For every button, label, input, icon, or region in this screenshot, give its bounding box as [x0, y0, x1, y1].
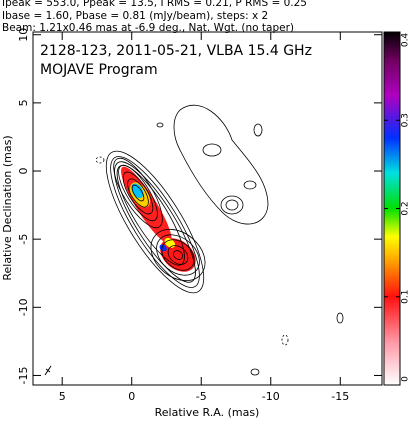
y-tick-label: -5 — [17, 234, 30, 245]
y-tick-label: 5 — [17, 99, 30, 106]
y-tick-label: 0 — [17, 168, 30, 175]
header-line: Beam: 1.21x0.46 mas at -6.9 deg., Nat. W… — [2, 22, 294, 34]
y-tick-label: -15 — [17, 366, 30, 384]
colorbar-tick-label: 0.4 — [401, 33, 409, 48]
plot-frame — [32, 31, 383, 386]
x-tick-label: -5 — [196, 390, 207, 403]
colorbar-tick-label: 0.3 — [401, 113, 409, 127]
x-tick-label: 0 — [128, 390, 135, 403]
header-line: Ipeak = 553.0, Ppeak = 13.5, I RMS = 0.2… — [2, 0, 307, 9]
header-line: Ibase = 1.60, Pbase = 0.81 (mJy/beam), s… — [2, 10, 268, 22]
x-tick-label: -15 — [331, 390, 349, 403]
plot-title: 2128-123, 2011-05-21, VLBA 15.4 GHz — [40, 43, 312, 59]
y-tick-label: -10 — [17, 298, 30, 316]
x-tick-label: -10 — [262, 390, 280, 403]
contour-map — [44, 104, 344, 376]
colorbar-tick-label: 0 — [401, 376, 409, 382]
colorbar-tick-label: 0.1 — [401, 290, 409, 304]
x-axis-label: Relative R.A. (mas) — [155, 406, 260, 419]
plot-subtitle: MOJAVE Program — [40, 62, 158, 78]
colorbar-tick-label: 0.2 — [401, 201, 409, 215]
x-tick-label: 5 — [59, 390, 66, 403]
y-tick-label: 10 — [17, 28, 30, 42]
y-axis-label: Relative Declination (mas) — [1, 135, 14, 280]
